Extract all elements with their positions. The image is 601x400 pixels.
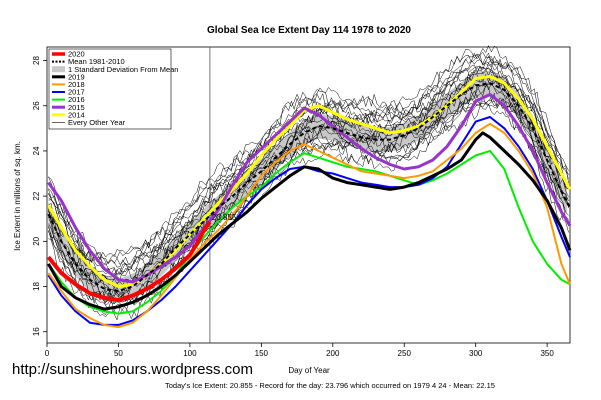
x-tick-label: 350	[540, 349, 554, 358]
legend-label: 2017	[68, 88, 85, 97]
y-tick-label: 22	[32, 191, 41, 200]
std-dev-band	[48, 70, 568, 304]
legend-label: Mean 1981-2010	[68, 57, 125, 66]
other-year-line	[48, 54, 569, 262]
other-year-line	[48, 72, 569, 299]
x-tick-label: 200	[326, 349, 340, 358]
series-line-2015	[47, 93, 572, 284]
legend-box	[48, 48, 172, 130]
plot-frame	[46, 46, 571, 344]
y-axis-label: Ice Extent in millions of sq. km.	[13, 141, 22, 251]
series-line-2019	[47, 131, 572, 311]
other-year-line	[48, 66, 569, 299]
other-year-line	[48, 101, 569, 318]
legend-label: 2019	[68, 72, 85, 81]
series-line-2014	[47, 74, 572, 288]
x-tick-label: 50	[114, 349, 123, 358]
other-year-line	[48, 73, 569, 284]
series-line-2020	[46, 220, 212, 303]
y-tick-label: 16	[32, 327, 41, 336]
x-tick-label: 100	[183, 349, 197, 358]
x-tick-label: 300	[469, 349, 483, 358]
y-tick-label: 24	[32, 146, 41, 155]
x-tick-label: 250	[398, 349, 412, 358]
series-line-2018	[47, 122, 571, 329]
x-axis-label: Day of Year	[288, 366, 330, 375]
other-year-line	[48, 51, 569, 275]
legend-label: 2018	[68, 80, 85, 89]
other-year-line	[48, 67, 569, 288]
other-year-line	[48, 100, 569, 306]
current-value-label: 20.855	[212, 213, 237, 222]
series-line-mean-1981-2010	[47, 82, 571, 292]
legend-label: 2015	[68, 103, 85, 112]
legend-label: 1 Standard Deviation From Mean	[68, 65, 178, 74]
plot-area: 0 50 100 150 200 250 300 350 16 18 20 22 24 26 28 20.85…	[32, 44, 572, 358]
y-tick-label: 26	[32, 101, 41, 110]
y-tick-label: 18	[32, 282, 41, 291]
series-line-2016	[47, 149, 571, 315]
x-tick-label: 150	[255, 349, 269, 358]
y-tick-label: 28	[32, 56, 41, 65]
chart-title: Global Sea Ice Extent Day 114 1978 to 20…	[207, 25, 411, 36]
other-year-line	[48, 44, 569, 268]
other-year-line	[48, 49, 569, 266]
y-tick-label: 20	[32, 236, 41, 245]
legend-label: 2020	[68, 50, 85, 59]
other-year-line	[48, 96, 569, 320]
legend-label: Every Other Year	[68, 118, 126, 127]
legend-label: 2016	[68, 95, 85, 104]
x-tick-label: 0	[45, 349, 50, 358]
ice-extent-stats: Today's Ice Extent: 20.855 - Record for …	[165, 381, 495, 390]
legend-label: 2014	[68, 110, 85, 119]
source-url: http://sunshinehours.wordpress.com	[12, 361, 253, 378]
